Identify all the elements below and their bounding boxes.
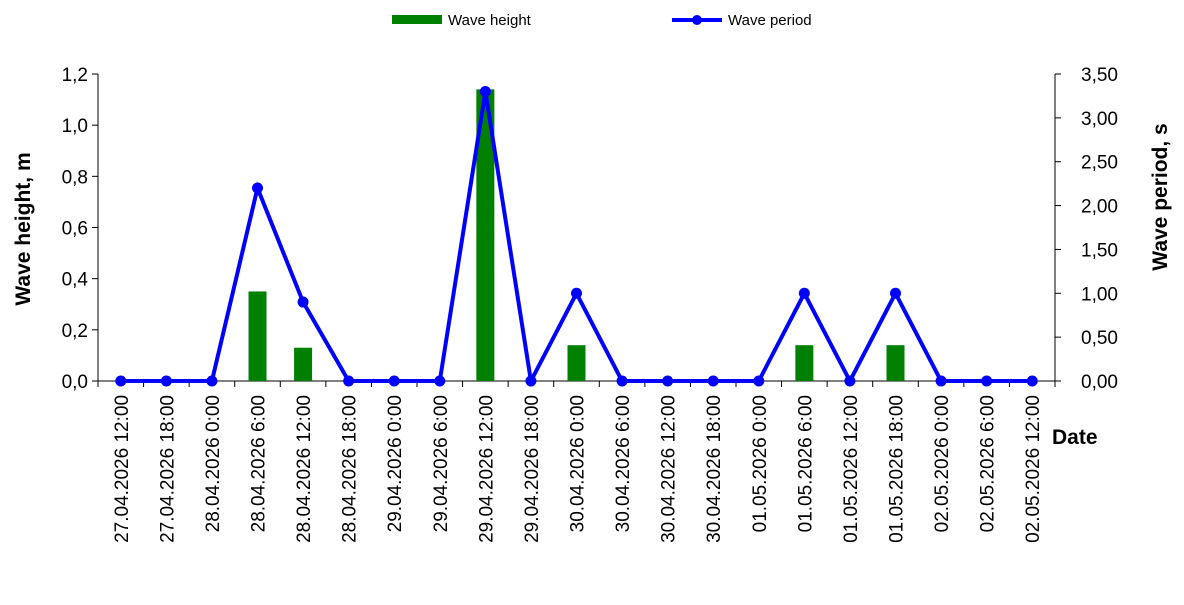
y-tick-label: 0,8 bbox=[62, 167, 88, 188]
bar-wave-height bbox=[294, 347, 313, 381]
bar-wave-height bbox=[795, 345, 814, 381]
point-wave-period bbox=[115, 375, 127, 387]
point-wave-period bbox=[662, 375, 674, 387]
x-tick-label: 27.04.2026 18:00 bbox=[157, 395, 178, 543]
x-tick-label: 01.05.2026 18:00 bbox=[887, 395, 908, 543]
point-wave-period bbox=[1026, 375, 1038, 387]
y2-tick-label: 1,50 bbox=[1081, 240, 1118, 261]
y-axis-title: Wave height, m bbox=[12, 152, 35, 305]
point-wave-period bbox=[707, 375, 719, 387]
point-wave-period bbox=[753, 375, 765, 387]
point-wave-period bbox=[798, 287, 810, 299]
point-wave-period bbox=[252, 182, 263, 194]
x-tick-label: 29.04.2026 12:00 bbox=[476, 395, 497, 543]
point-wave-period bbox=[206, 375, 218, 387]
y2-tick-label: 3,00 bbox=[1081, 109, 1118, 130]
point-wave-period bbox=[981, 375, 993, 387]
point-wave-period bbox=[571, 287, 582, 299]
point-wave-period bbox=[297, 296, 309, 308]
point-wave-period bbox=[525, 375, 537, 387]
point-wave-period bbox=[160, 375, 172, 387]
point-wave-period bbox=[388, 375, 400, 387]
point-wave-period bbox=[479, 86, 491, 98]
point-wave-period bbox=[890, 287, 901, 299]
bar-wave-height bbox=[567, 345, 586, 381]
y2-tick-label: 2,00 bbox=[1081, 197, 1118, 218]
x-tick-label: 28.04.2026 0:00 bbox=[203, 395, 224, 532]
point-wave-period bbox=[844, 375, 856, 387]
point-wave-period bbox=[616, 375, 628, 387]
legend-label-wave-height: Wave height bbox=[448, 12, 532, 29]
x-tick-label: 30.04.2026 18:00 bbox=[704, 395, 725, 543]
bar-wave-height bbox=[248, 291, 267, 381]
y2-tick-label: 3,50 bbox=[1081, 65, 1118, 86]
y-tick-label: 0,0 bbox=[62, 372, 88, 393]
x-tick-label: 30.04.2026 12:00 bbox=[659, 395, 680, 543]
bar-wave-height bbox=[886, 345, 905, 381]
y-tick-label: 0,4 bbox=[62, 270, 89, 291]
x-tick-label: 30.04.2026 6:00 bbox=[613, 395, 634, 532]
x-axis-title: Date bbox=[1052, 426, 1098, 449]
x-tick-label: 02.05.2026 12:00 bbox=[1023, 395, 1044, 543]
x-tick-label: 28.04.2026 12:00 bbox=[294, 395, 315, 543]
legend-label-wave-period: Wave period bbox=[728, 12, 812, 29]
point-wave-period bbox=[935, 375, 947, 387]
y2-tick-label: 2,50 bbox=[1081, 153, 1118, 174]
y-tick-label: 1,2 bbox=[62, 65, 88, 86]
y2-tick-label: 0,50 bbox=[1081, 328, 1118, 349]
y2-tick-label: 0,00 bbox=[1081, 372, 1118, 393]
x-tick-label: 27.04.2026 12:00 bbox=[112, 395, 133, 543]
y-tick-label: 1,0 bbox=[62, 116, 88, 137]
x-tick-label: 01.05.2026 6:00 bbox=[795, 395, 816, 532]
y-tick-label: 0,6 bbox=[62, 219, 88, 240]
point-wave-period bbox=[343, 375, 355, 387]
x-tick-label: 29.04.2026 6:00 bbox=[431, 395, 452, 532]
legend-swatch-wave-height bbox=[392, 15, 442, 24]
x-tick-label: 29.04.2026 0:00 bbox=[385, 395, 406, 532]
plot-area: 0,0 0,2 0,4 0,6 0,8 1,0 1,2 0,00 0,50 1,00 1,50 2,0… bbox=[62, 65, 1118, 543]
x-tick-label: 02.05.2026 0:00 bbox=[932, 395, 953, 532]
x-tick-label: 30.04.2026 0:00 bbox=[568, 395, 589, 532]
x-tick-label: 28.04.2026 18:00 bbox=[340, 395, 361, 543]
point-wave-period bbox=[434, 375, 446, 387]
y2-axis-title: Wave period, s bbox=[1149, 123, 1172, 270]
legend-swatch-wave-period-marker bbox=[692, 15, 702, 25]
bar-wave-height bbox=[476, 89, 495, 381]
x-tick-label: 01.05.2026 0:00 bbox=[750, 395, 771, 532]
legend: Wave height Wave period bbox=[392, 12, 812, 29]
y-tick-label: 0,2 bbox=[62, 321, 88, 342]
x-tick-label: 02.05.2026 6:00 bbox=[978, 395, 999, 532]
x-tick-label: 28.04.2026 6:00 bbox=[249, 395, 270, 532]
y2-tick-label: 1,00 bbox=[1081, 284, 1118, 305]
x-tick-label: 01.05.2026 12:00 bbox=[841, 395, 862, 543]
x-tick-label: 29.04.2026 18:00 bbox=[522, 395, 543, 543]
